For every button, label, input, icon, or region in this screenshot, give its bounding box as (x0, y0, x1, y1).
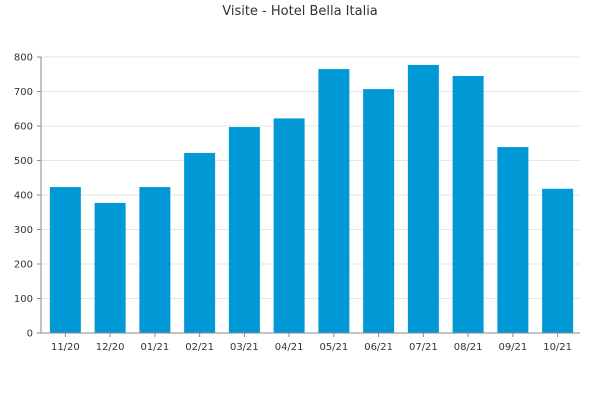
bar (318, 69, 350, 333)
x-axis-ticks: 11/20 12/20 01/21 02/21 03/21 04/21 05/21 06/21… (51, 333, 572, 353)
x-tick-label: 06/21 (364, 342, 393, 353)
bars (49, 64, 574, 334)
bar (139, 187, 171, 333)
y-tick-label: 100 (14, 294, 33, 305)
y-tick-label: 200 (14, 260, 33, 271)
x-tick-label: 09/21 (498, 342, 527, 353)
y-tick-label: 500 (14, 156, 33, 167)
bar (452, 75, 484, 333)
y-tick-label: 600 (14, 122, 33, 133)
x-tick-label: 07/21 (409, 342, 438, 353)
bar (497, 147, 529, 333)
bar (49, 187, 81, 333)
y-tick-label: 700 (14, 87, 33, 98)
x-tick-label: 01/21 (140, 342, 169, 353)
x-tick-label: 08/21 (454, 342, 483, 353)
x-tick-label: 12/20 (96, 342, 125, 353)
y-tick-label: 0 (27, 329, 33, 340)
y-tick-label: 300 (14, 225, 33, 236)
y-tick-label: 800 (14, 53, 33, 64)
x-tick-label: 02/21 (185, 342, 214, 353)
gridlines (41, 56, 580, 299)
y-axis-ticks: 0 100 200 300 400 500 600 700 800 (14, 53, 41, 340)
x-tick-label: 03/21 (230, 342, 259, 353)
bar (94, 202, 126, 333)
x-tick-label: 10/21 (543, 342, 572, 353)
bar (184, 152, 216, 333)
x-tick-label: 11/20 (51, 342, 80, 353)
x-tick-label: 04/21 (275, 342, 304, 353)
bar (363, 89, 395, 334)
bar (407, 64, 439, 333)
x-tick-label: 05/21 (319, 342, 348, 353)
bar (542, 188, 574, 333)
bar (273, 118, 305, 333)
y-tick-label: 400 (14, 191, 33, 202)
chart-title: Visite - Hotel Bella Italia (222, 4, 378, 19)
bar (228, 127, 260, 333)
